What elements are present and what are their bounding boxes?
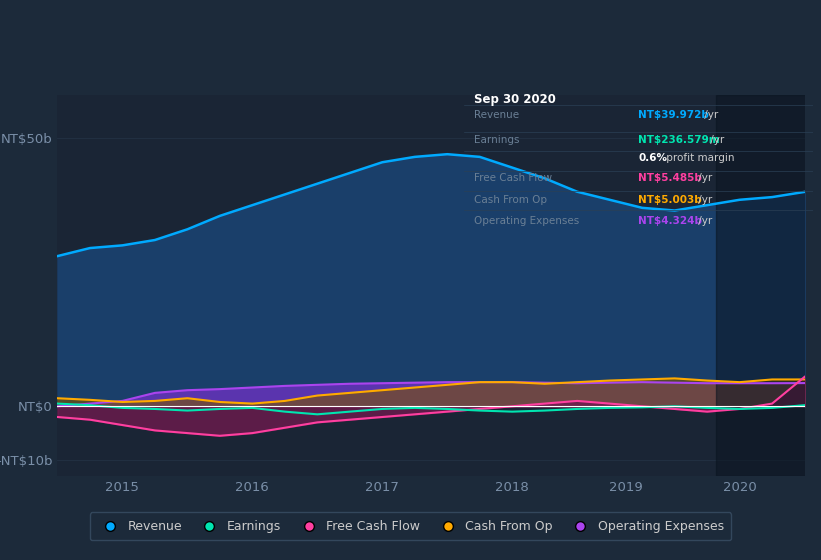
Text: NT$39.972b: NT$39.972b [639, 110, 709, 120]
Legend: Revenue, Earnings, Free Cash Flow, Cash From Op, Operating Expenses: Revenue, Earnings, Free Cash Flow, Cash … [89, 512, 732, 540]
Text: Sep 30 2020: Sep 30 2020 [475, 93, 556, 106]
Text: NT$236.579m: NT$236.579m [639, 135, 720, 145]
Text: NT$4.324b: NT$4.324b [639, 216, 702, 226]
Text: Revenue: Revenue [475, 110, 520, 120]
Bar [716, 95, 821, 476]
Text: 0.6%: 0.6% [639, 153, 667, 164]
Text: /yr: /yr [701, 110, 718, 120]
Text: profit margin: profit margin [663, 153, 735, 164]
Text: Earnings: Earnings [475, 135, 520, 145]
Text: /yr: /yr [695, 195, 712, 204]
Text: Free Cash Flow: Free Cash Flow [475, 173, 553, 183]
Text: /yr: /yr [695, 173, 712, 183]
Text: NT$5.485b: NT$5.485b [639, 173, 702, 183]
Text: Operating Expenses: Operating Expenses [475, 216, 580, 226]
Text: /yr: /yr [695, 216, 712, 226]
Text: NT$5.003b: NT$5.003b [639, 195, 702, 204]
Text: Cash From Op: Cash From Op [475, 195, 548, 204]
Text: /yr: /yr [708, 135, 725, 145]
